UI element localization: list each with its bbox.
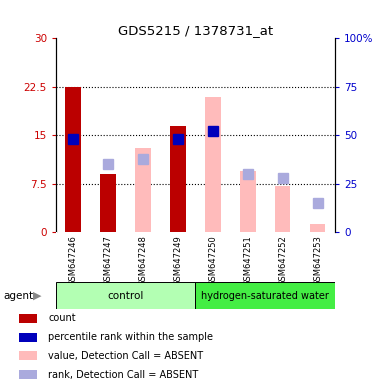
- Bar: [19, 314, 37, 323]
- Text: agent: agent: [4, 291, 34, 301]
- Text: GSM647253: GSM647253: [313, 235, 322, 286]
- Bar: [19, 370, 37, 379]
- Text: GSM647248: GSM647248: [139, 235, 147, 286]
- Text: value, Detection Call = ABSENT: value, Detection Call = ABSENT: [49, 351, 203, 361]
- Text: rank, Detection Call = ABSENT: rank, Detection Call = ABSENT: [49, 370, 199, 380]
- Bar: [56, 282, 195, 309]
- Text: GSM647251: GSM647251: [243, 235, 252, 286]
- Text: GSM647249: GSM647249: [173, 235, 182, 286]
- Text: hydrogen-saturated water: hydrogen-saturated water: [201, 291, 329, 301]
- Bar: [100, 174, 116, 232]
- Bar: [170, 126, 186, 232]
- Bar: [65, 87, 81, 232]
- Text: ▶: ▶: [33, 291, 41, 301]
- Bar: [19, 333, 37, 342]
- Bar: [275, 186, 290, 232]
- Text: control: control: [107, 291, 144, 301]
- Bar: [135, 148, 151, 232]
- Text: GSM647250: GSM647250: [208, 235, 218, 286]
- Bar: [195, 282, 335, 309]
- Text: GSM647246: GSM647246: [69, 235, 78, 286]
- Text: percentile rank within the sample: percentile rank within the sample: [49, 332, 213, 342]
- Bar: [19, 351, 37, 361]
- Text: GSM647247: GSM647247: [104, 235, 113, 286]
- Title: GDS5215 / 1378731_at: GDS5215 / 1378731_at: [118, 24, 273, 37]
- Text: count: count: [49, 313, 76, 323]
- Bar: [205, 97, 221, 232]
- Bar: [240, 171, 256, 232]
- Bar: [310, 224, 325, 232]
- Text: GSM647252: GSM647252: [278, 235, 287, 286]
